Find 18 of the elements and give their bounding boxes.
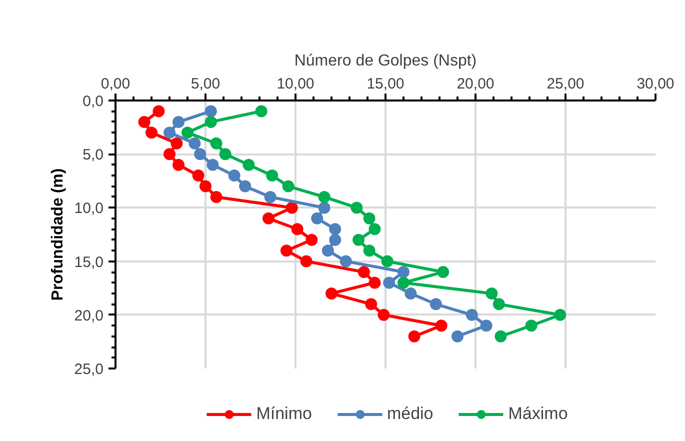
x-tick-label: 10,00 (276, 76, 314, 92)
legend-label: Máximo (508, 404, 568, 424)
y-tick-label: 10,0 (74, 200, 104, 218)
x-tick-label: 15,00 (366, 76, 404, 92)
x-tick-label: 30,00 (636, 76, 674, 92)
y-tick-label: 0,0 (82, 93, 104, 110)
y-axis-title: Profundidade (m) (49, 168, 66, 301)
y-tick-label: 20,0 (74, 307, 104, 324)
x-tick-label: 5,00 (190, 76, 220, 92)
y-tick-label: 25,0 (74, 361, 104, 378)
legend-label: médio (386, 404, 434, 424)
x-tick-label: 25,00 (546, 76, 584, 92)
x-tick-label: 0,00 (100, 76, 130, 92)
y-tick-label: 15,0 (74, 254, 104, 271)
x-axis-title: Número de Golpes (Nspt) (294, 52, 477, 70)
x-tick-label: 20,00 (456, 76, 494, 92)
legend-label: Mínimo (256, 404, 312, 424)
y-tick-label: 5,0 (82, 146, 104, 164)
